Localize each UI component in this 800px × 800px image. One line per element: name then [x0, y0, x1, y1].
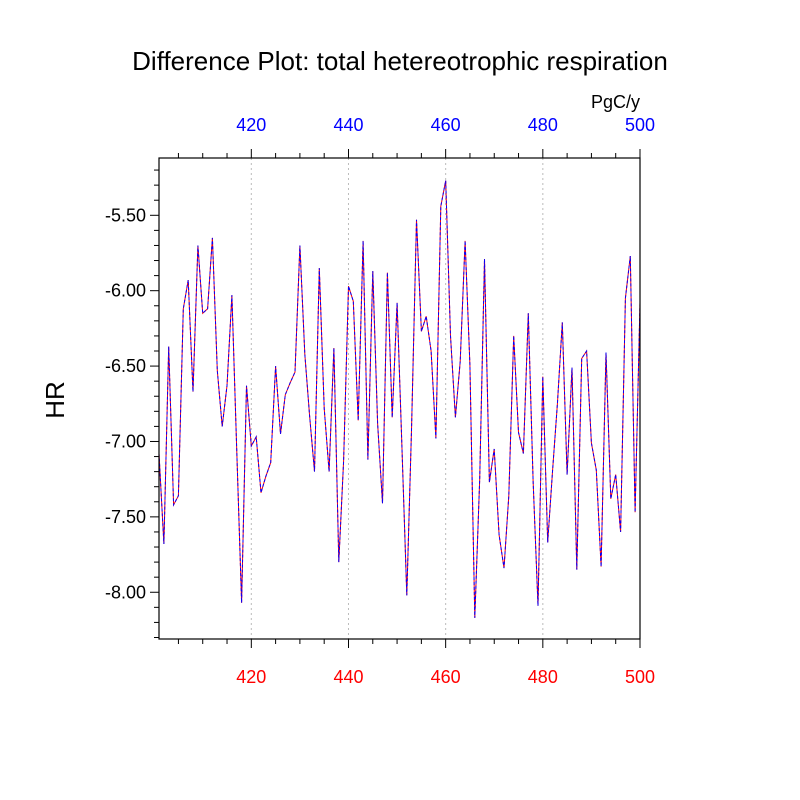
y-tick-label: -7.50 — [105, 507, 146, 527]
y-tick-label: -5.50 — [105, 205, 146, 225]
x-tick-label-bottom: 480 — [528, 667, 558, 687]
x-tick-label-bottom: 440 — [333, 667, 363, 687]
series-lines — [158, 180, 641, 618]
x-tick-labels-top: 420 440 460 480 500 — [236, 115, 655, 135]
y-tick-label: -6.50 — [105, 356, 146, 376]
x-tick-label-top: 440 — [333, 115, 363, 135]
x-tick-label-top: 500 — [625, 115, 655, 135]
x-tick-label-top: 460 — [431, 115, 461, 135]
y-tick-label: -8.00 — [105, 582, 146, 602]
x-tick-label-top: 420 — [236, 115, 266, 135]
y-tick-label: -6.00 — [105, 281, 146, 301]
y-axis-label: HR — [40, 381, 70, 419]
chart-title: Difference Plot: total hetereotrophic re… — [132, 46, 668, 76]
x-tick-label-bottom: 460 — [431, 667, 461, 687]
y-tick-label: -7.00 — [105, 431, 146, 451]
tick-marks — [150, 149, 641, 648]
x-tick-labels-bottom: 420 440 460 480 500 — [236, 667, 655, 687]
plot-frame — [158, 157, 641, 640]
x-tick-label-bottom: 500 — [625, 667, 655, 687]
series-line-blue — [158, 180, 641, 618]
y-tick-labels: -5.50 -6.00 -6.50 -7.00 -7.50 -8.00 — [105, 205, 146, 602]
x-tick-label-top: 480 — [528, 115, 558, 135]
units-label: PgC/y — [591, 92, 640, 112]
x-tick-label-bottom: 420 — [236, 667, 266, 687]
series-line-red — [158, 180, 641, 618]
grid-lines — [250, 158, 544, 639]
